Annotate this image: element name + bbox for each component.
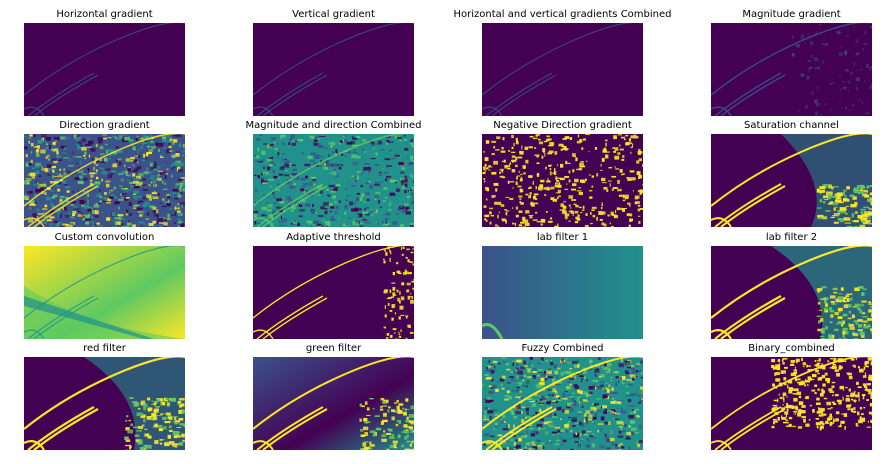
panel-image <box>482 246 643 339</box>
panel-image <box>711 246 872 339</box>
panel-3: Horizontal and vertical gradients Combin… <box>453 8 672 116</box>
panel-heatmap <box>24 134 185 227</box>
panel-image <box>24 23 185 116</box>
panel-heatmap <box>253 134 414 227</box>
panel-title: Saturation channel <box>744 120 839 131</box>
panel-title: Negative Direction gradient <box>493 120 632 131</box>
panel-2: Vertical gradient <box>253 8 414 116</box>
panel-title: lab filter 1 <box>536 232 589 243</box>
panel-heatmap <box>711 134 872 227</box>
panel-image <box>482 357 643 450</box>
panel-title: Custom convolution <box>54 232 155 243</box>
panel-heatmap <box>482 134 643 227</box>
panel-5: Direction gradient <box>24 119 185 227</box>
panel-1: Horizontal gradient <box>24 8 185 116</box>
panel-image <box>711 134 872 227</box>
panel-title: Direction gradient <box>59 120 150 131</box>
panel-13: red filter <box>24 342 185 450</box>
panel-12: lab filter 2 <box>711 231 872 339</box>
panel-image <box>482 23 643 116</box>
panel-heatmap <box>253 357 414 450</box>
panel-image <box>253 357 414 450</box>
panel-7: Negative Direction gradient <box>482 119 643 227</box>
panel-heatmap <box>24 357 185 450</box>
panel-title: lab filter 2 <box>765 232 818 243</box>
panel-heatmap <box>711 246 872 339</box>
panel-heatmap <box>482 23 643 116</box>
panel-image <box>253 23 414 116</box>
panel-title: Horizontal gradient <box>56 9 153 20</box>
panel-title: Adaptive threshold <box>286 232 381 243</box>
panel-image <box>482 134 643 227</box>
panel-title: Binary_combined <box>748 343 835 354</box>
panel-image <box>253 134 414 227</box>
panel-image <box>711 23 872 116</box>
panel-image <box>711 357 872 450</box>
panel-title: Magnitude and direction Combined <box>245 120 422 131</box>
panel-heatmap <box>253 246 414 339</box>
panel-heatmap <box>253 23 414 116</box>
panel-10: Adaptive threshold <box>253 231 414 339</box>
panel-title: Vertical gradient <box>292 9 375 20</box>
panel-14: green filter <box>253 342 414 450</box>
panel-heatmap <box>482 357 643 450</box>
panel-title: Fuzzy Combined <box>521 343 604 354</box>
panel-title: Horizontal and vertical gradients Combin… <box>453 9 672 20</box>
panel-title: green filter <box>305 343 362 354</box>
panel-image <box>253 246 414 339</box>
panel-title: red filter <box>83 343 126 354</box>
panel-image <box>24 357 185 450</box>
panel-heatmap <box>24 246 185 339</box>
panel-11: lab filter 1 <box>482 231 643 339</box>
panel-8: Saturation channel <box>711 119 872 227</box>
panel-image <box>24 134 185 227</box>
panel-heatmap <box>24 23 185 116</box>
panel-6: Magnitude and direction Combined <box>246 119 421 227</box>
panel-title: Magnitude gradient <box>742 9 841 20</box>
panel-image <box>24 246 185 339</box>
panel-15: Fuzzy Combined <box>482 342 643 450</box>
panel-heatmap <box>711 23 872 116</box>
panel-heatmap <box>711 357 872 450</box>
panel-9: Custom convolution <box>24 231 185 339</box>
panel-16: Binary_combined <box>711 342 872 450</box>
panel-4: Magnitude gradient <box>711 8 872 116</box>
panel-heatmap <box>482 246 643 339</box>
